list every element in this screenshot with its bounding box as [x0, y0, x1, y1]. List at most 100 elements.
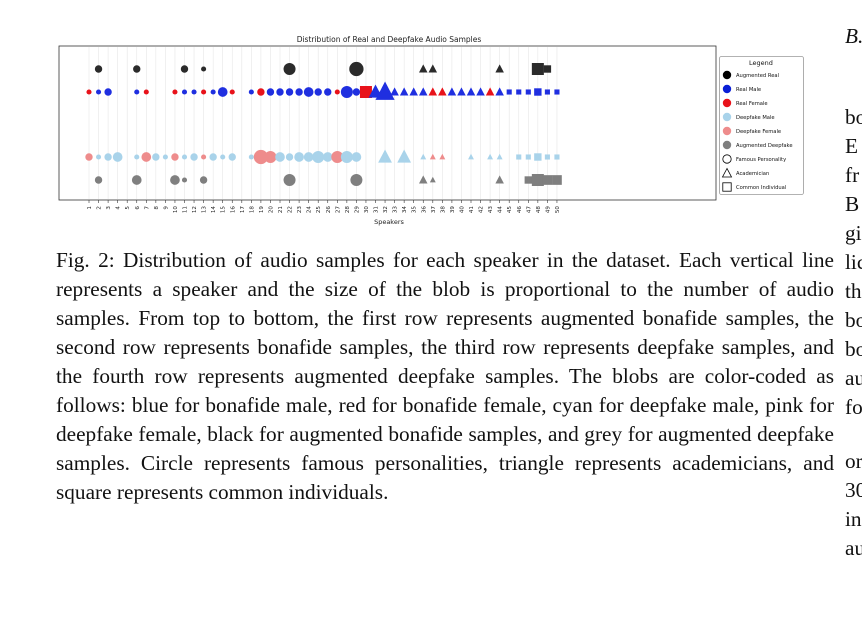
data-point-square	[531, 174, 544, 186]
x-tick-label: 48	[536, 206, 542, 214]
x-tick-label: 38	[440, 206, 446, 214]
data-point-circle	[334, 89, 340, 95]
x-tick-label: 19	[259, 206, 265, 214]
data-point-circle	[285, 153, 294, 161]
x-tick-label: 49	[545, 206, 551, 214]
data-point-circle	[275, 152, 285, 162]
x-tick-label: 17	[240, 206, 246, 214]
x-tick-label: 10	[173, 206, 179, 214]
data-point-circle	[112, 152, 123, 162]
data-point-circle	[257, 88, 265, 96]
x-tick-label: 27	[335, 206, 341, 214]
x-tick-label: 42	[479, 206, 485, 213]
data-point-circle	[351, 152, 362, 162]
data-point-circle	[104, 88, 112, 96]
x-tick-label: 22	[288, 206, 294, 213]
data-point-circle	[210, 89, 216, 95]
x-tick-label: 33	[393, 206, 399, 214]
legend-marker-square-outline	[722, 182, 732, 192]
x-tick-label: 28	[345, 206, 351, 214]
data-point-circle	[314, 88, 322, 96]
right-column-line: in	[845, 507, 862, 531]
legend-entry-label: Augmented Deepfake	[736, 143, 793, 149]
data-point-circle	[94, 65, 103, 73]
right-column-line: fo	[845, 395, 862, 419]
data-point-circle	[312, 151, 325, 163]
right-column-line: B	[845, 192, 860, 216]
x-tick-label: 5	[125, 206, 131, 210]
data-point-circle	[190, 153, 198, 161]
data-point-circle	[349, 61, 364, 77]
data-point-triangle	[418, 175, 428, 184]
data-point-square	[534, 153, 542, 161]
x-tick-label: 29	[354, 206, 360, 214]
data-point-circle	[324, 88, 332, 96]
legend-entry-label: Real Female	[736, 101, 768, 107]
data-point-triangle	[495, 87, 504, 96]
data-point-triangle	[399, 87, 409, 96]
data-point-triangle	[485, 87, 495, 96]
x-tick-label: 23	[297, 206, 303, 214]
legend-entry-label: Deepfake Male	[736, 115, 775, 121]
right-column-line: bo	[845, 105, 862, 129]
data-point-circle	[294, 152, 304, 162]
data-point-circle	[220, 154, 226, 160]
chart-title: Distribution of Real and Deepfake Audio …	[297, 35, 482, 44]
legend-entry-label: Deepfake Female	[736, 129, 781, 135]
x-tick-label: 44	[498, 206, 504, 214]
data-point-circle	[264, 151, 277, 163]
legend-entry-label: Academician	[736, 171, 769, 177]
legend-marker-circle	[722, 126, 732, 136]
data-point-square	[544, 154, 550, 160]
legend-marker-circle	[722, 140, 732, 150]
right-column-line: 30	[845, 478, 862, 502]
data-point-square	[524, 176, 532, 184]
data-point-triangle	[418, 64, 428, 73]
data-point-circle	[283, 174, 296, 186]
right-column-line: bo	[845, 337, 862, 361]
right-column-line: E	[845, 134, 859, 158]
right-column-line: lic	[845, 250, 862, 274]
right-column-line: B.	[845, 24, 862, 48]
x-tick-label: 50	[555, 206, 561, 214]
x-tick-label: 11	[183, 206, 189, 214]
x-tick-label: 46	[517, 206, 523, 214]
legend-entry-label: Famous Personality	[736, 157, 786, 163]
data-point-triangle	[468, 153, 474, 160]
data-point-circle	[172, 89, 178, 95]
data-point-square	[554, 89, 560, 95]
x-tick-label: 2	[97, 206, 103, 210]
x-tick-label: 25	[316, 206, 322, 214]
data-point-triangle	[439, 153, 446, 160]
data-point-triangle	[487, 153, 494, 160]
plot-frame	[58, 45, 717, 201]
data-point-square	[544, 89, 550, 95]
data-point-square	[506, 89, 512, 95]
x-tick-label: 37	[431, 206, 437, 214]
data-point-triangle	[447, 87, 457, 96]
x-tick-label: 40	[459, 206, 465, 214]
data-point-square	[516, 154, 522, 160]
data-point-circle	[134, 154, 140, 160]
data-point-triangle	[375, 81, 395, 100]
x-tick-label: 24	[307, 206, 313, 214]
x-tick-label: 34	[402, 206, 408, 214]
data-point-circle	[181, 89, 188, 95]
x-tick-label: 41	[469, 206, 475, 214]
x-tick-label: 8	[154, 206, 160, 210]
data-point-circle	[285, 88, 294, 96]
data-point-triangle	[457, 87, 466, 96]
data-point-triangle	[438, 87, 447, 96]
data-point-square	[552, 175, 562, 185]
x-tick-label: 7	[144, 206, 150, 210]
data-point-circle	[352, 88, 361, 96]
data-point-triangle	[418, 87, 428, 96]
x-tick-label: 4	[116, 206, 122, 210]
chart-svg: Distribution of Real and Deepfake Audio …	[58, 35, 717, 226]
data-point-circle	[248, 154, 254, 160]
x-tick-label: 16	[230, 206, 236, 214]
x-tick-label: 43	[488, 206, 494, 214]
x-tick-label: 18	[249, 206, 255, 214]
data-point-circle	[266, 88, 275, 96]
data-point-triangle	[409, 87, 418, 96]
